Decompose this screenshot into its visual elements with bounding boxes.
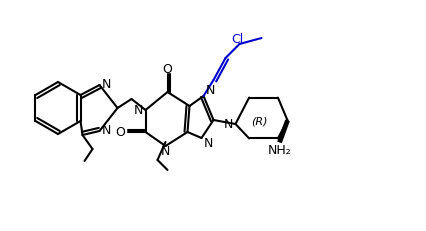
Text: N: N bbox=[161, 145, 170, 158]
Text: Cl: Cl bbox=[231, 33, 243, 46]
Text: NH₂: NH₂ bbox=[267, 144, 291, 157]
Text: N: N bbox=[134, 103, 143, 116]
Text: N: N bbox=[203, 137, 213, 150]
Text: N: N bbox=[101, 79, 111, 91]
Text: O: O bbox=[162, 63, 172, 76]
Text: N: N bbox=[101, 125, 111, 137]
Text: (R): (R) bbox=[250, 117, 267, 127]
Text: O: O bbox=[115, 125, 125, 139]
Text: N: N bbox=[205, 84, 214, 97]
Text: N: N bbox=[224, 118, 233, 131]
